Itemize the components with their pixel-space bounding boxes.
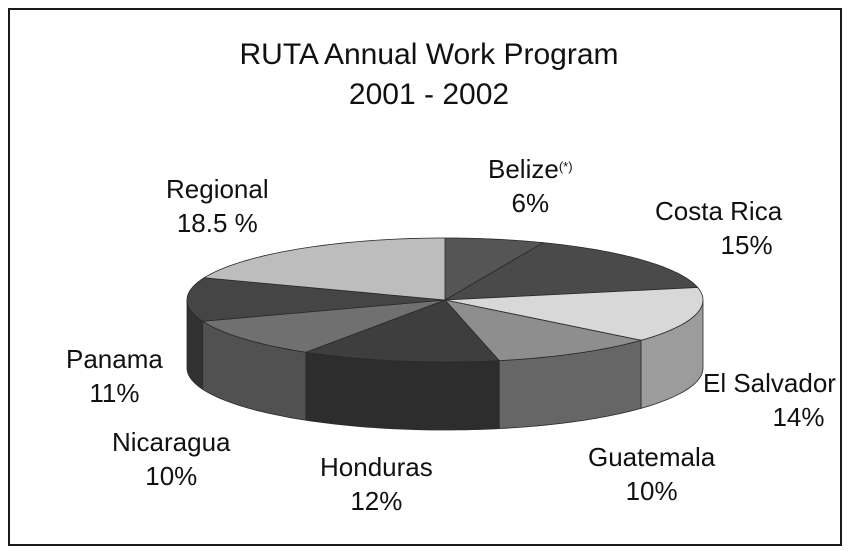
pie-slice-costa-rica bbox=[444, 242, 699, 301]
slice-name-regional: Regional bbox=[166, 174, 269, 204]
slice-label-el-salvador: El Salvador 14% bbox=[703, 366, 836, 434]
pie-side-honduras bbox=[305, 351, 500, 431]
pie-slice-panama bbox=[186, 277, 446, 322]
slice-label-belize: Belize(*) 6% bbox=[488, 152, 573, 220]
slice-name-belize: Belize bbox=[488, 154, 559, 184]
slice-value-panama: 11% bbox=[89, 378, 140, 408]
slice-value-el-salvador: 14% bbox=[772, 402, 825, 432]
slice-value-nicaragua: 10% bbox=[145, 461, 198, 491]
slice-value-regional: 18.5 % bbox=[176, 208, 258, 238]
slice-name-costa-rica: Costa Rica bbox=[655, 196, 783, 226]
slice-value-honduras: 12% bbox=[350, 486, 403, 516]
slice-label-honduras: Honduras 12% bbox=[320, 450, 433, 518]
pie-slice-honduras bbox=[304, 299, 501, 363]
chart-subtitle: 2001 - 2002 bbox=[348, 78, 510, 111]
pie-slice-guatemala bbox=[443, 299, 642, 362]
slice-name-el-salvador: El Salvador bbox=[703, 368, 836, 398]
pie-slice-el-salvador bbox=[444, 287, 704, 341]
slice-label-regional: Regional 18.5 % bbox=[166, 172, 269, 240]
slice-value-costa-rica: 15% bbox=[720, 230, 773, 260]
slice-name-guatemala: Guatemala bbox=[588, 442, 716, 472]
slice-value-guatemala: 10% bbox=[625, 476, 678, 506]
chart-title: RUTA Annual Work Program bbox=[239, 38, 619, 71]
pie-slice-nicaragua bbox=[201, 299, 446, 353]
slice-name-suffix-belize: (*) bbox=[558, 159, 573, 174]
slice-label-panama: Panama 11% bbox=[66, 342, 163, 410]
pie-top-group bbox=[186, 237, 704, 363]
slice-name-panama: Panama bbox=[66, 344, 163, 374]
slice-label-guatemala: Guatemala 10% bbox=[588, 440, 715, 508]
pie-slice-belize bbox=[444, 237, 545, 301]
pie-slice-regional bbox=[202, 237, 446, 301]
pie-side-group bbox=[186, 299, 704, 431]
slice-value-belize: 6% bbox=[511, 188, 550, 218]
slice-label-costa-rica: Costa Rica 15% bbox=[655, 194, 782, 262]
slice-name-nicaragua: Nicaragua bbox=[112, 427, 231, 457]
slice-name-honduras: Honduras bbox=[320, 452, 433, 482]
slice-label-nicaragua: Nicaragua 10% bbox=[112, 425, 231, 493]
